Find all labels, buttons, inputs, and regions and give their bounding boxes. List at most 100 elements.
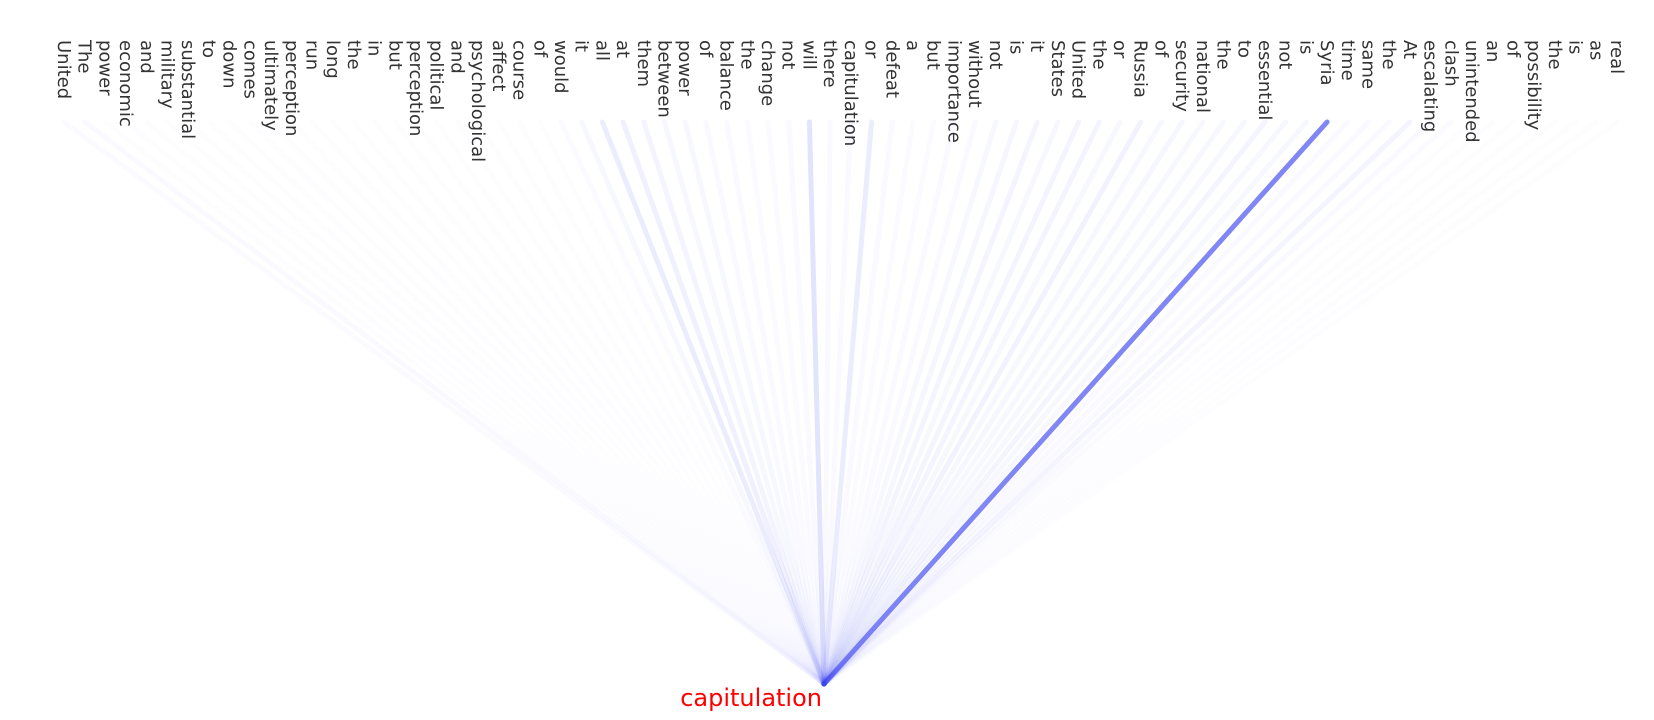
source-token: time xyxy=(1337,40,1358,81)
source-token: States xyxy=(1047,40,1068,97)
attention-line xyxy=(821,119,1164,687)
source-token: all xyxy=(591,40,612,61)
source-token: possibility xyxy=(1523,40,1544,131)
source-token: substantial xyxy=(177,40,198,139)
attention-line xyxy=(821,119,875,687)
source-token: a xyxy=(902,40,923,51)
source-token: to xyxy=(198,40,219,58)
source-token: economic xyxy=(115,40,136,127)
source-token: At xyxy=(1399,40,1420,59)
attention-line xyxy=(821,119,1144,687)
source-token: the xyxy=(1378,40,1399,70)
source-token: United xyxy=(53,40,74,99)
source-token: an xyxy=(1482,40,1503,62)
source-token: it xyxy=(1026,40,1047,52)
attention-line xyxy=(641,119,827,687)
target-token: capitulation xyxy=(680,684,822,712)
source-token: as xyxy=(1585,40,1606,60)
source-token: will xyxy=(798,40,819,70)
source-token: them xyxy=(633,40,654,87)
attention-line xyxy=(540,122,824,684)
source-token: same xyxy=(1358,40,1379,89)
source-token: not xyxy=(1275,40,1296,69)
source-token: run xyxy=(301,40,322,70)
source-token: essential xyxy=(1254,40,1275,120)
source-token: without xyxy=(964,40,985,108)
attention-line xyxy=(821,119,1413,687)
source-token: balance xyxy=(716,40,737,111)
source-token: Syria xyxy=(1316,40,1337,86)
source-token: ultimately xyxy=(260,40,281,131)
source-token: national xyxy=(1192,40,1213,113)
source-token: comes xyxy=(239,40,260,99)
source-token: clash xyxy=(1440,40,1461,87)
attention-line xyxy=(457,122,824,684)
source-token: not xyxy=(985,40,1006,69)
attention-line xyxy=(821,119,1289,687)
source-token: perception xyxy=(281,40,302,136)
source-token: real xyxy=(1606,40,1627,74)
attention-line xyxy=(821,119,1268,687)
source-token: the xyxy=(736,40,757,70)
source-token: security xyxy=(1171,40,1192,112)
source-token: change xyxy=(757,40,778,106)
source-token: military xyxy=(157,40,178,109)
source-token: or xyxy=(1109,40,1130,59)
source-token: it xyxy=(571,40,592,52)
attention-line xyxy=(682,119,827,687)
source-token: course xyxy=(509,40,530,100)
attention-line xyxy=(806,119,827,687)
attention-line xyxy=(821,119,1123,687)
source-token: and xyxy=(446,40,467,74)
source-token: capitulation xyxy=(840,40,861,146)
attention-line xyxy=(821,119,1082,687)
attention-line xyxy=(821,119,1330,687)
source-token: psychological xyxy=(467,40,488,162)
source-token: at xyxy=(612,40,633,58)
source-token: in xyxy=(364,40,385,56)
source-token: The xyxy=(74,39,95,73)
source-token: between xyxy=(653,40,674,118)
source-token: Russia xyxy=(1130,40,1151,98)
source-token: long xyxy=(322,40,343,79)
attention-line xyxy=(821,119,1061,687)
source-token: affect xyxy=(488,40,509,91)
source-token: escalating xyxy=(1420,40,1441,132)
attention-line xyxy=(821,119,1309,687)
source-token: is xyxy=(1565,40,1586,54)
source-token: of xyxy=(529,40,550,58)
attention-line xyxy=(821,119,1040,687)
source-token: of xyxy=(695,40,716,58)
source-token: power xyxy=(94,40,115,96)
source-token: there xyxy=(819,40,840,88)
source-token: is xyxy=(1006,40,1027,54)
source-token: perception xyxy=(405,40,426,136)
attention-line xyxy=(599,119,827,687)
source-token: but xyxy=(384,40,405,70)
source-token: and xyxy=(136,40,157,74)
source-token: importance xyxy=(943,40,964,143)
source-token: United xyxy=(1068,40,1089,99)
attention-line xyxy=(620,119,827,687)
source-token: of xyxy=(1502,40,1523,58)
source-token: the xyxy=(1213,40,1234,70)
attention-line xyxy=(821,119,1247,687)
attention-line xyxy=(821,119,1102,687)
attention-line xyxy=(821,119,1020,687)
attention-line xyxy=(661,119,827,687)
source-token: would xyxy=(550,40,571,94)
source-token: not xyxy=(778,40,799,69)
source-token: or xyxy=(861,40,882,59)
source-token: of xyxy=(1150,40,1171,58)
attention-line xyxy=(821,119,1185,687)
source-token: the xyxy=(1544,40,1565,70)
attention-line xyxy=(821,119,1206,687)
source-token: defeat xyxy=(881,40,902,98)
attention-line xyxy=(821,119,999,687)
source-token: the xyxy=(1088,40,1109,70)
source-token: political xyxy=(426,40,447,110)
source-token: but xyxy=(923,40,944,70)
source-token: power xyxy=(674,40,695,96)
source-token: is xyxy=(1295,40,1316,54)
